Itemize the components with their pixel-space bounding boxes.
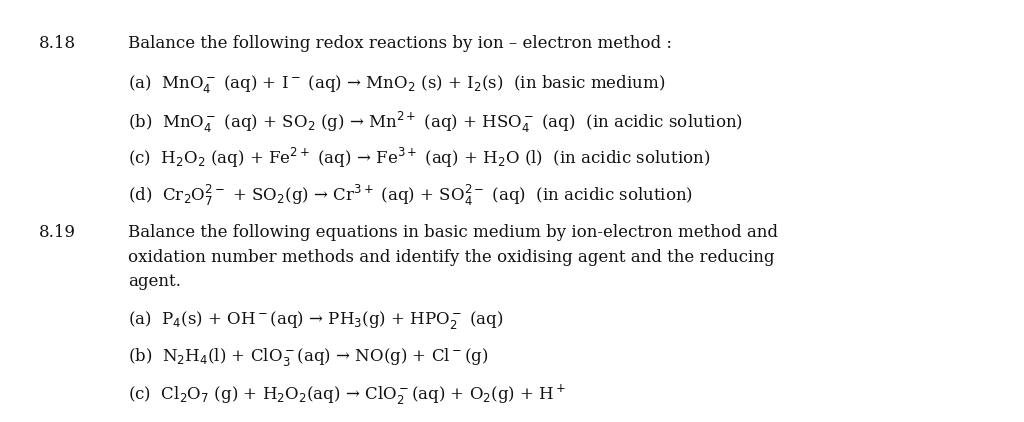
Text: oxidation number methods and identify the oxidising agent and the reducing: oxidation number methods and identify th… (128, 249, 774, 266)
Text: (a)  MnO$_4^-$ (aq) + I$^-$ (aq) → MnO$_2$ (s) + I$_2$(s)  (in basic medium): (a) MnO$_4^-$ (aq) + I$^-$ (aq) → MnO$_2… (128, 73, 666, 95)
Text: (a)  P$_4$(s) + OH$^-$(aq) → PH$_3$(g) + HPO$_2^-$ (aq): (a) P$_4$(s) + OH$^-$(aq) → PH$_3$(g) + … (128, 309, 504, 331)
Text: (d)  Cr$_2$O$_7^{2-}$ + SO$_2$(g) → Cr$^{3+}$ (aq) + SO$_4^{2-}$ (aq)  (in acidi: (d) Cr$_2$O$_7^{2-}$ + SO$_2$(g) → Cr$^{… (128, 183, 693, 208)
Text: Balance the following equations in basic medium by ion-electron method and: Balance the following equations in basic… (128, 224, 778, 241)
Text: (b)  MnO$_4^-$ (aq) + SO$_2$ (g) → Mn$^{2+}$ (aq) + HSO$_4^-$ (aq)  (in acidic s: (b) MnO$_4^-$ (aq) + SO$_2$ (g) → Mn$^{2… (128, 110, 742, 135)
Text: 8.19: 8.19 (39, 224, 76, 241)
Text: (c)  Cl$_2$O$_7$ (g) + H$_2$O$_2$(aq) → ClO$_2^-$(aq) + O$_2$(g) + H$^+$: (c) Cl$_2$O$_7$ (g) + H$_2$O$_2$(aq) → C… (128, 383, 566, 407)
Text: agent.: agent. (128, 273, 181, 290)
Text: (c)  H$_2$O$_2$ (aq) + Fe$^{2+}$ (aq) → Fe$^{3+}$ (aq) + H$_2$O (l)  (in acidic : (c) H$_2$O$_2$ (aq) + Fe$^{2+}$ (aq) → F… (128, 146, 711, 170)
Text: (b)  N$_2$H$_4$(l) + ClO$_3^-$(aq) → NO(g) + Cl$^-$(g): (b) N$_2$H$_4$(l) + ClO$_3^-$(aq) → NO(g… (128, 346, 488, 368)
Text: Balance the following redox reactions by ion – electron method :: Balance the following redox reactions by… (128, 35, 672, 52)
Text: 8.18: 8.18 (39, 35, 76, 52)
